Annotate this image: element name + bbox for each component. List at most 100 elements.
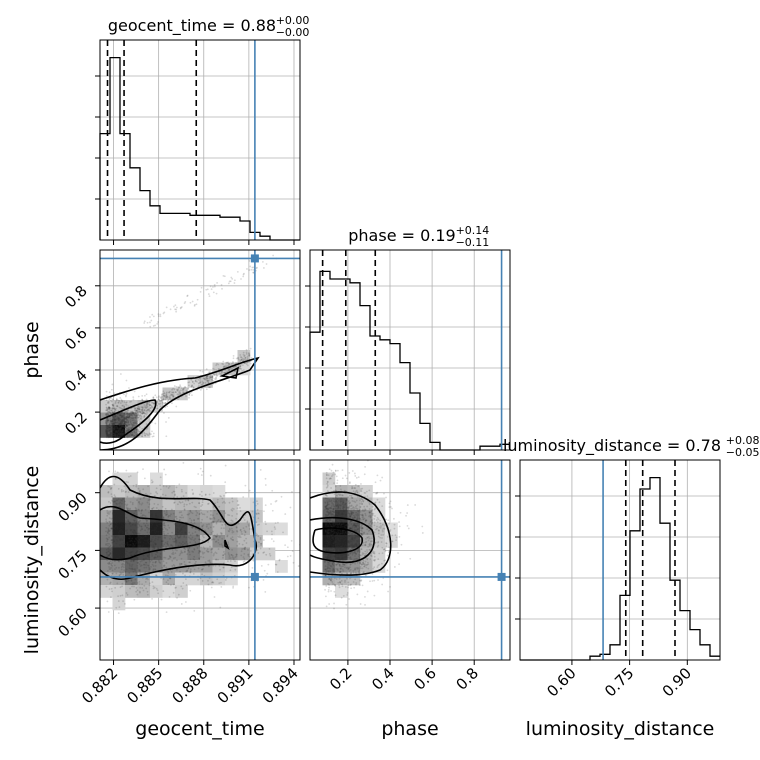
sample-point <box>106 423 109 426</box>
sample-point <box>133 419 136 422</box>
sample-point <box>231 556 234 559</box>
sample-point <box>248 260 251 262</box>
density-cell <box>187 485 201 498</box>
sample-point <box>250 268 253 271</box>
sample-point <box>121 433 124 436</box>
sample-point <box>180 550 183 553</box>
sample-point <box>122 428 124 431</box>
sample-point <box>217 539 220 541</box>
sample-point <box>112 415 114 418</box>
sample-point <box>235 553 238 556</box>
sample-point <box>226 370 229 373</box>
sample-point <box>180 527 183 529</box>
sample-point <box>178 516 181 519</box>
sample-point <box>111 434 113 437</box>
sample-point <box>248 269 251 271</box>
sample-point <box>120 429 123 432</box>
sample-point <box>119 429 122 431</box>
sample-point <box>138 583 141 586</box>
sample-point <box>152 536 154 538</box>
sample-point <box>136 422 138 425</box>
sample-point <box>154 528 157 531</box>
sample-point <box>172 490 175 493</box>
sample-point <box>149 407 152 409</box>
sample-point <box>363 473 366 476</box>
sample-point <box>215 373 218 376</box>
sample-point <box>123 430 126 433</box>
sample-point <box>119 423 122 426</box>
sample-point <box>122 600 124 603</box>
sample-point <box>231 500 234 503</box>
sample-point <box>125 416 128 418</box>
sample-point <box>187 388 190 390</box>
sample-point <box>264 504 267 507</box>
sample-point <box>118 566 120 569</box>
sample-point <box>162 516 165 518</box>
sample-point <box>123 424 125 426</box>
sample-point <box>191 512 194 515</box>
sample-point <box>216 362 218 365</box>
sample-point <box>216 501 219 504</box>
sample-point <box>354 578 357 581</box>
sample-point <box>142 558 145 561</box>
sample-point <box>181 388 184 391</box>
sample-point <box>356 562 359 564</box>
sample-point <box>118 424 121 427</box>
sample-point <box>131 434 133 437</box>
sample-point <box>233 365 236 368</box>
sample-point <box>112 545 115 548</box>
sample-point <box>108 430 110 432</box>
sample-point <box>264 520 267 523</box>
sample-point <box>124 570 127 573</box>
sample-point <box>125 394 127 397</box>
sample-point <box>105 422 108 425</box>
sample-point <box>124 422 127 425</box>
sample-point <box>162 394 165 397</box>
sample-point <box>259 547 262 550</box>
sample-point <box>118 522 121 524</box>
sample-point <box>131 413 134 415</box>
sample-point <box>122 419 125 422</box>
sample-point <box>123 524 125 527</box>
sample-point <box>130 400 133 403</box>
sample-point <box>134 422 137 424</box>
sample-point <box>265 553 268 556</box>
sample-point <box>108 422 111 425</box>
sample-point <box>142 412 145 414</box>
sample-point <box>110 517 113 520</box>
sample-point <box>122 414 125 417</box>
sample-point <box>105 433 108 436</box>
sample-point <box>110 435 113 438</box>
sample-point <box>114 429 117 432</box>
sample-point <box>112 520 114 523</box>
sample-point <box>231 531 234 534</box>
sample-point <box>248 355 251 357</box>
sample-point <box>131 417 134 420</box>
sample-point <box>170 571 173 573</box>
sample-point <box>116 431 119 434</box>
sample-point <box>228 362 230 365</box>
sample-point <box>125 417 127 420</box>
sample-point <box>107 434 110 436</box>
sample-point <box>136 564 139 567</box>
sample-point <box>113 540 115 543</box>
sample-point <box>127 420 130 423</box>
sample-point <box>123 422 126 425</box>
sample-point <box>146 593 149 596</box>
sample-point <box>127 546 130 549</box>
sample-point <box>350 494 353 497</box>
sample-point <box>106 544 109 547</box>
sample-point <box>119 373 122 375</box>
sample-point <box>162 590 165 593</box>
sample-point <box>132 426 134 429</box>
sample-point <box>114 419 116 422</box>
sample-point <box>105 408 108 411</box>
sample-point <box>122 531 125 534</box>
sample-point <box>116 434 119 437</box>
sample-point <box>247 553 250 556</box>
sample-point <box>111 423 114 426</box>
sample-point <box>139 417 142 419</box>
sample-point <box>120 421 123 424</box>
sample-point <box>140 512 143 515</box>
sample-point <box>246 355 249 358</box>
